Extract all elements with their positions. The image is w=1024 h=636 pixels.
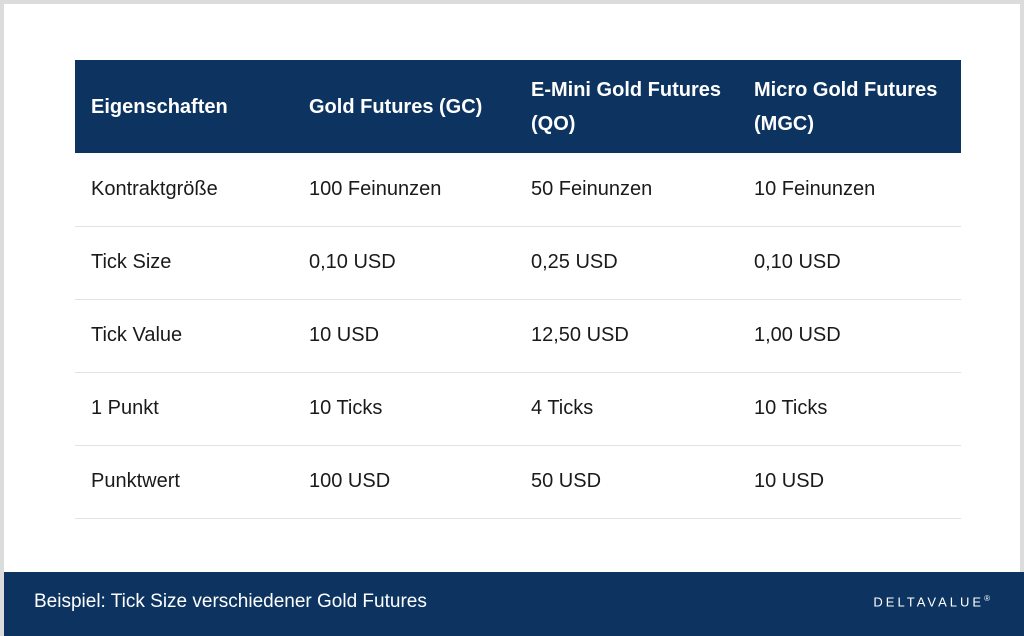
figure-caption: Beispiel: Tick Size verschiedener Gold F… [34,591,427,612]
row-label: Kontraktgröße [91,177,218,200]
table-cell: 50 USD [531,470,602,492]
table-cell: 10 Ticks [309,397,383,419]
row-label: 1 Punkt [91,397,159,419]
table-cell: 10 Ticks [754,397,828,419]
logo-text: DELTAVALUE [873,594,985,610]
header-emini-gold-futures-qo: E-Mini Gold Futures (QO) [531,78,721,135]
table-row: Tick Size 0,10 USD 0,25 USD 0,10 USD [75,226,961,299]
registered-mark: ® [984,594,990,603]
table-row: Tick Value 10 USD 12,50 USD 1,00 USD [75,299,961,372]
table-cell: 1,00 USD [754,324,841,346]
header-properties: Eigenschaften [91,95,228,118]
header-gold-futures-gc: Gold Futures (GC) [309,95,483,118]
table-cell: 10 USD [309,324,380,346]
table-cell: 10 Feinunzen [754,177,876,200]
table-cell: 100 Feinunzen [309,177,442,200]
table-header-row: Eigenschaften Gold Futures (GC) E-Mini G… [75,60,961,153]
footer-bar: Beispiel: Tick Size verschiedener Gold F… [4,572,1024,636]
comparison-table: Eigenschaften Gold Futures (GC) E-Mini G… [75,60,961,519]
header-micro-gold-futures-mgc: Micro Gold Futures (MGC) [754,78,938,135]
table-row: Punktwert 100 USD 50 USD 10 USD [75,445,961,518]
row-label: Punktwert [91,470,180,492]
table-cell: 0,10 USD [309,251,396,273]
deltavalue-logo: DELTAVALUE® [873,594,990,609]
table-row: Kontraktgröße 100 Feinunzen 50 Feinunzen… [75,153,961,226]
table-cell: 100 USD [309,470,391,492]
table-cell: 10 USD [754,470,825,492]
table-cell: 0,25 USD [531,251,618,273]
table-cell: 50 Feinunzen [531,177,653,200]
row-label: Tick Value [91,324,183,346]
table-cell: 12,50 USD [531,324,629,346]
table-cell: 4 Ticks [531,397,594,419]
row-label: Tick Size [91,251,172,273]
table-cell: 0,10 USD [754,251,841,273]
table-row: 1 Punkt 10 Ticks 4 Ticks 10 Ticks [75,372,961,445]
